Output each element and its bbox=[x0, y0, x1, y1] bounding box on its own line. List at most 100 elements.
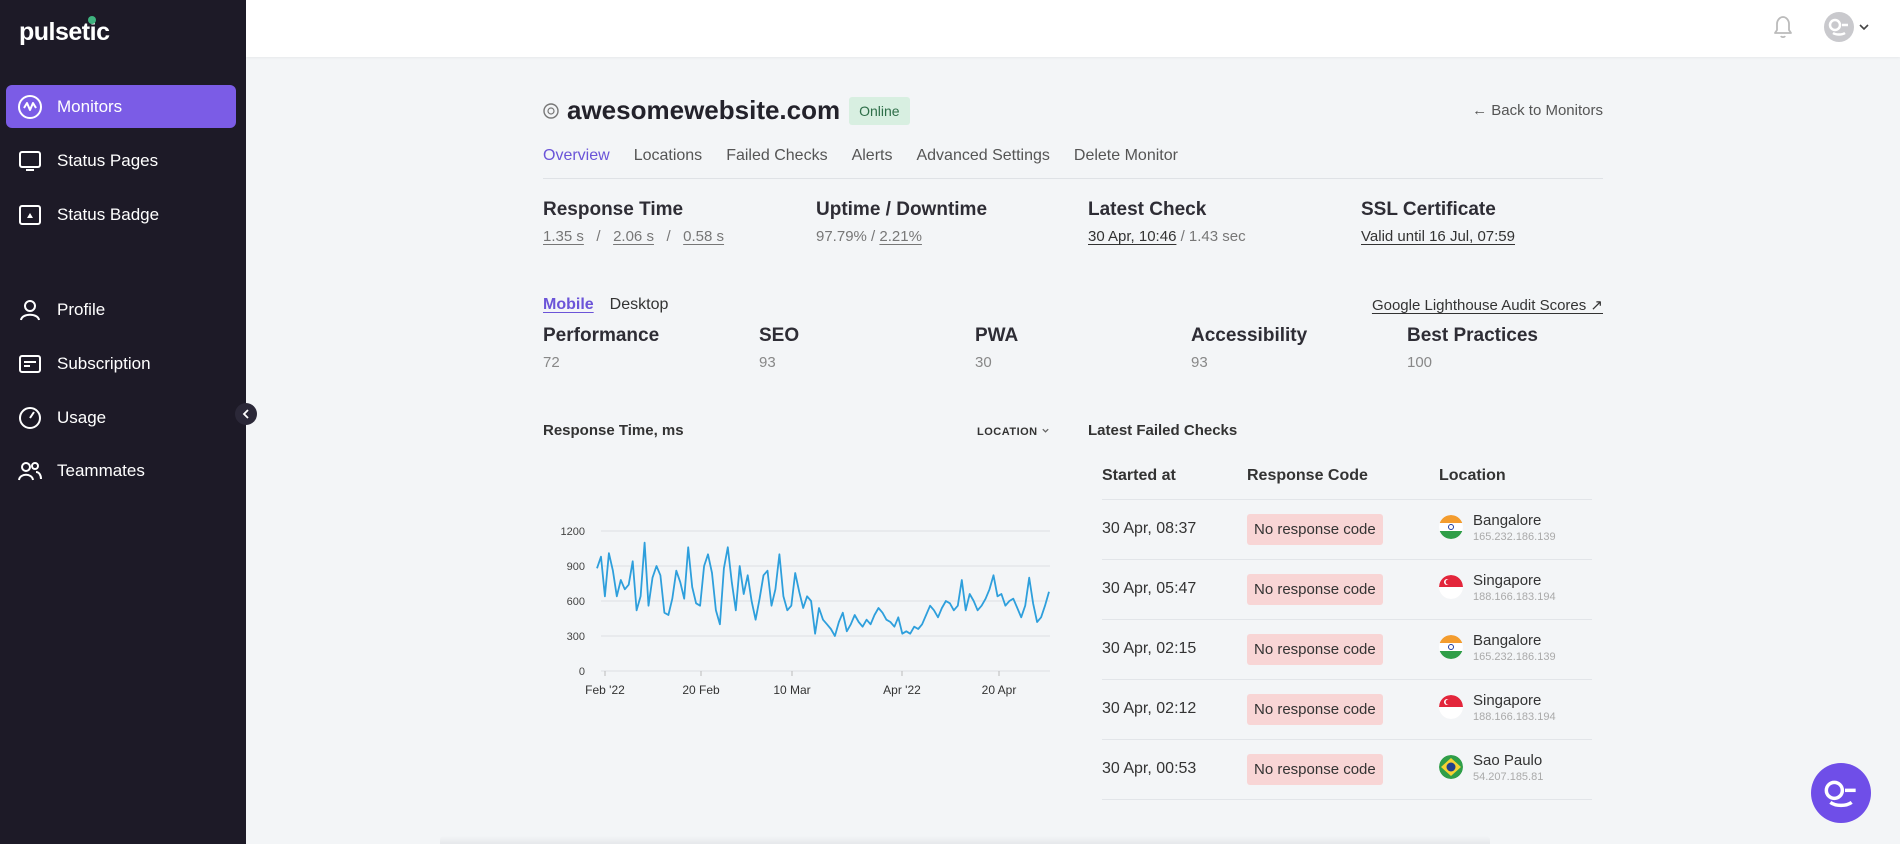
back-to-monitors-link[interactable]: ← Back to Monitors bbox=[1472, 102, 1603, 119]
started-at-cell: 30 Apr, 05:47 bbox=[1102, 580, 1197, 597]
tab-advanced-settings[interactable]: Advanced Settings bbox=[916, 147, 1050, 164]
chevron-down-icon bbox=[1859, 24, 1869, 31]
status-pages-icon bbox=[17, 148, 43, 174]
column-response-code: Response Code bbox=[1247, 467, 1368, 484]
response-time-max[interactable]: 2.06 s bbox=[613, 228, 654, 245]
series-line bbox=[596, 541, 1050, 637]
sidebar-item-label: Status Pages bbox=[57, 150, 159, 170]
table-row[interactable]: 30 Apr, 05:47 No response code Singapore 18… bbox=[1102, 560, 1592, 620]
sidebar-item-label: Usage bbox=[57, 407, 107, 427]
support-chat-button[interactable] bbox=[1811, 763, 1871, 823]
india-flag-icon bbox=[1439, 635, 1463, 659]
y-tick-label: 1200 bbox=[561, 526, 585, 538]
lighthouse-audit-link[interactable]: Google Lighthouse Audit Scores ↗ bbox=[1371, 297, 1603, 314]
chart-title: Response Time, ms bbox=[543, 422, 684, 439]
location-name: Singapore bbox=[1473, 692, 1542, 709]
failed-checks-title: Latest Failed Checks bbox=[1088, 422, 1238, 439]
score-title: SEO bbox=[759, 325, 800, 346]
x-tick-label: 20 Feb bbox=[682, 683, 720, 697]
sidebar-item-label: Teammates bbox=[57, 460, 145, 480]
sidebar-item-status-badge[interactable]: Status Badge bbox=[6, 193, 236, 236]
table-row[interactable]: 30 Apr, 02:12 No response code Singapore 18… bbox=[1102, 680, 1592, 740]
x-tick-label: Feb '22 bbox=[585, 683, 625, 697]
tab-delete-monitor[interactable]: Delete Monitor bbox=[1073, 147, 1178, 164]
x-tick-label: Apr '22 bbox=[883, 683, 921, 697]
sidebar: pulsetic Monitors Status Pages Status Ba… bbox=[0, 0, 246, 844]
location-select-label: LOCATION bbox=[977, 426, 1038, 438]
sidebar-item-teammates[interactable]: Teammates bbox=[6, 449, 236, 492]
chat-icon bbox=[1824, 780, 1856, 808]
notifications-button[interactable] bbox=[1771, 14, 1795, 45]
page-title: awesomewebsite.com bbox=[567, 95, 841, 125]
sidebar-item-subscription[interactable]: Subscription bbox=[6, 342, 236, 385]
table-row[interactable]: 30 Apr, 02:15 No response code Bangalore 16… bbox=[1102, 620, 1592, 680]
latest-check-time[interactable]: 30 Apr, 10:46 bbox=[1088, 228, 1177, 245]
location-name: Sao Paulo bbox=[1473, 752, 1543, 769]
score-best-practices: Best Practices 100 bbox=[1407, 325, 1538, 371]
y-tick-label: 600 bbox=[567, 596, 585, 608]
logo: pulsetic bbox=[19, 18, 110, 46]
profile-icon bbox=[17, 297, 43, 323]
chevron-down-icon bbox=[1042, 428, 1049, 433]
sidebar-collapse-button[interactable] bbox=[235, 403, 257, 425]
monitors-icon bbox=[17, 94, 43, 120]
started-at-cell: 30 Apr, 02:12 bbox=[1102, 700, 1197, 717]
monitor-tabs: Overview Locations Failed Checks Alerts … bbox=[543, 147, 1603, 179]
stat-value: 30 Apr, 10:46 / 1.43 sec bbox=[1088, 228, 1246, 245]
sidebar-item-status-pages[interactable]: Status Pages bbox=[6, 139, 236, 182]
brazil-flag-icon bbox=[1439, 755, 1463, 779]
singapore-flag-icon bbox=[1439, 695, 1463, 719]
stat-value: Valid until 16 Jul, 07:59 bbox=[1361, 228, 1515, 245]
sidebar-item-label: Monitors bbox=[57, 96, 123, 116]
x-tick-label: 10 Mar bbox=[773, 683, 810, 697]
tab-failed-checks[interactable]: Failed Checks bbox=[726, 147, 828, 164]
status-badge: Online bbox=[849, 96, 910, 125]
sidebar-item-label: Status Badge bbox=[57, 204, 160, 224]
sidebar-item-monitors[interactable]: Monitors bbox=[6, 85, 236, 128]
response-time-avg[interactable]: 1.35 s bbox=[543, 228, 584, 245]
footer-edge bbox=[440, 836, 1490, 844]
tab-alerts[interactable]: Alerts bbox=[851, 147, 893, 164]
location-ip: 188.166.183.194 bbox=[1473, 591, 1556, 603]
separator: / bbox=[666, 228, 671, 245]
sidebar-item-profile[interactable]: Profile bbox=[6, 288, 236, 331]
separator: / bbox=[866, 228, 880, 245]
table-row[interactable]: 30 Apr, 08:37 No response code Bangalore 16… bbox=[1102, 500, 1592, 560]
lighthouse-desktop-tab[interactable]: Desktop bbox=[609, 296, 669, 313]
tab-locations[interactable]: Locations bbox=[633, 147, 703, 164]
location-ip: 165.232.186.139 bbox=[1473, 531, 1556, 543]
stat-response-time: Response Time 1.35 s / 2.06 s / 0.58 s bbox=[543, 199, 724, 245]
table-header: Started at Response Code Location bbox=[1102, 455, 1592, 500]
stat-ssl: SSL Certificate Valid until 16 Jul, 07:5… bbox=[1361, 199, 1515, 245]
score-title: Best Practices bbox=[1407, 325, 1538, 346]
sidebar-item-label: Subscription bbox=[57, 353, 151, 373]
score-value: 100 bbox=[1407, 354, 1433, 371]
table-row[interactable]: 30 Apr, 00:53 No response code Sao Paulo 54… bbox=[1102, 740, 1592, 800]
score-value: 72 bbox=[543, 354, 560, 371]
started-at-cell: 30 Apr, 00:53 bbox=[1102, 760, 1197, 777]
location-name: Singapore bbox=[1473, 572, 1542, 589]
singapore-flag-icon bbox=[1439, 575, 1463, 599]
ssl-valid-until[interactable]: Valid until 16 Jul, 07:59 bbox=[1361, 228, 1515, 245]
stat-value: 97.79% / 2.21% bbox=[816, 228, 987, 245]
score-seo: SEO 93 bbox=[759, 325, 799, 371]
response-time-min[interactable]: 0.58 s bbox=[683, 228, 725, 245]
separator: / bbox=[596, 228, 601, 245]
score-performance: Performance 72 bbox=[543, 325, 659, 371]
lighthouse-mobile-tab[interactable]: Mobile bbox=[543, 296, 594, 313]
failed-checks-table: Started at Response Code Location 30 Apr… bbox=[1102, 455, 1592, 800]
response-time-chart: 0 300 600 900 1200 Feb '22 20 Feb 10 Mar Apr '22… bbox=[561, 526, 1050, 697]
response-code-badge: No response code bbox=[1247, 514, 1383, 545]
score-title: Performance bbox=[543, 325, 660, 346]
score-title: Accessibility bbox=[1191, 325, 1308, 346]
tab-overview[interactable]: Overview bbox=[543, 147, 610, 164]
globe-icon bbox=[543, 102, 559, 119]
response-code-badge: No response code bbox=[1247, 754, 1383, 785]
response-code-badge: No response code bbox=[1247, 574, 1383, 605]
location-ip: 165.232.186.139 bbox=[1473, 651, 1556, 663]
downtime-value[interactable]: 2.21% bbox=[879, 228, 922, 245]
stat-latest-check: Latest Check 30 Apr, 10:46 / 1.43 sec bbox=[1088, 199, 1246, 245]
user-menu[interactable] bbox=[1824, 12, 1870, 42]
location-select[interactable]: LOCATION bbox=[977, 426, 1050, 438]
sidebar-item-usage[interactable]: Usage bbox=[6, 396, 236, 439]
